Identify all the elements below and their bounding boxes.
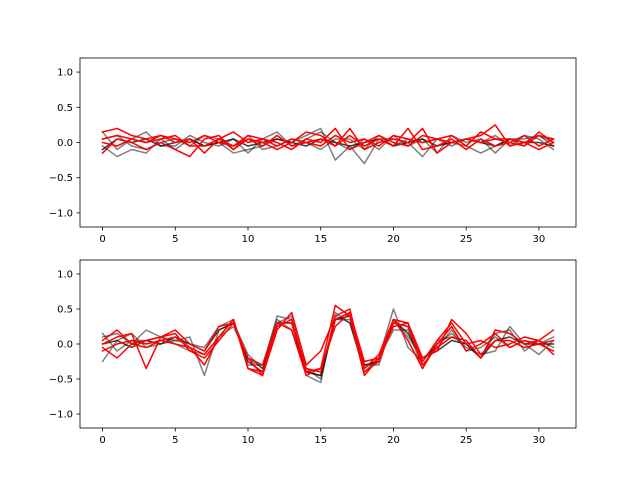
- x-tick-label: 15: [314, 435, 327, 446]
- x-tick-label: 5: [172, 234, 178, 245]
- x-tick-label: 25: [460, 234, 473, 245]
- x-tick-label: 0: [99, 234, 105, 245]
- series-line-5: [101, 308, 555, 377]
- x-tick-label: 25: [460, 435, 473, 446]
- y-tick-label: 1.0: [57, 68, 73, 79]
- x-tick-label: 10: [242, 234, 255, 245]
- series-line-6: [101, 304, 555, 377]
- x-tick-label: 10: [242, 435, 255, 446]
- x-tick-label: 5: [172, 435, 178, 446]
- y-tick-label: 0.5: [57, 103, 73, 114]
- series-line-8: [101, 311, 555, 377]
- y-tick-label: 0.0: [57, 138, 73, 149]
- y-tick-label: −0.5: [49, 173, 73, 184]
- y-tick-label: −1.0: [49, 410, 73, 421]
- y-tick-label: 0.5: [57, 305, 73, 316]
- series-line-6: [101, 127, 555, 158]
- subplot-bottom: 0 5 10 15 20 25 30 −1.0 −0.5 0.0 0.5 1.0: [49, 259, 577, 446]
- x-tick-label: 20: [387, 234, 400, 245]
- y-tick-label: 0.0: [57, 340, 73, 351]
- series-line-8: [101, 127, 555, 154]
- x-tick-label: 20: [387, 435, 400, 446]
- subplot-top: 0 5 10 15 20 25 30 −1.0 −0.5 0.0 0.5 1.0: [49, 57, 577, 245]
- x-tick-label: 0: [99, 435, 105, 446]
- x-tick-label: 30: [533, 234, 546, 245]
- y-tick-label: −1.0: [49, 208, 73, 219]
- y-tick-label: −0.5: [49, 375, 73, 386]
- series-line-5: [101, 124, 555, 154]
- series-line-2: [101, 130, 555, 154]
- y-tick-label: 1.0: [57, 270, 73, 281]
- x-tick-label: 30: [533, 435, 546, 446]
- x-tick-label: 15: [314, 234, 327, 245]
- series-line-7: [101, 131, 555, 147]
